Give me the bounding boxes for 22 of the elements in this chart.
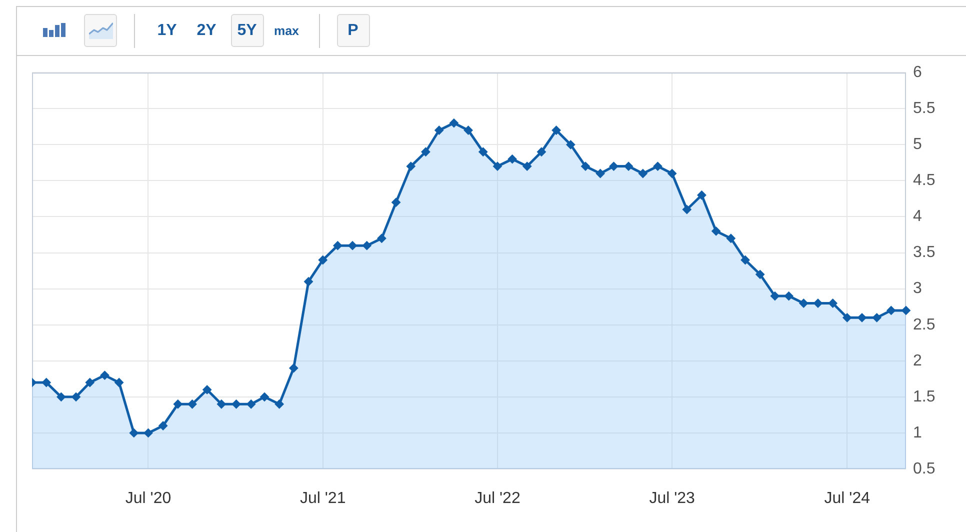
x-tick-label: Jul '21 (300, 490, 346, 508)
y-tick-label: 4.5 (913, 172, 936, 190)
y-tick-label: 3.5 (913, 244, 936, 262)
x-tick-label: Jul '24 (824, 490, 870, 508)
y-tick-label: 5 (913, 136, 922, 154)
x-tick-label: Jul '22 (474, 490, 520, 508)
y-tick-label: 4 (913, 208, 922, 226)
y-tick-label: 3 (913, 280, 922, 298)
y-tick-label: 5.5 (913, 100, 936, 118)
y-tick-label: 2 (913, 352, 922, 370)
y-tick-label: 2.5 (913, 316, 936, 334)
x-tick-label: Jul '20 (125, 490, 172, 508)
text: max (274, 24, 300, 38)
y-tick-label: 0.5 (913, 460, 936, 478)
button: P (336, 14, 370, 47)
text: 1Y (157, 22, 177, 40)
y-tick-label: 1.5 (913, 388, 936, 406)
text: 2Y (196, 22, 216, 40)
x-tick-label: Jul '23 (649, 490, 696, 508)
y-tick-label: 1 (913, 424, 922, 442)
y-tick-label: 6 (913, 64, 922, 82)
button: 5Y (230, 14, 264, 47)
